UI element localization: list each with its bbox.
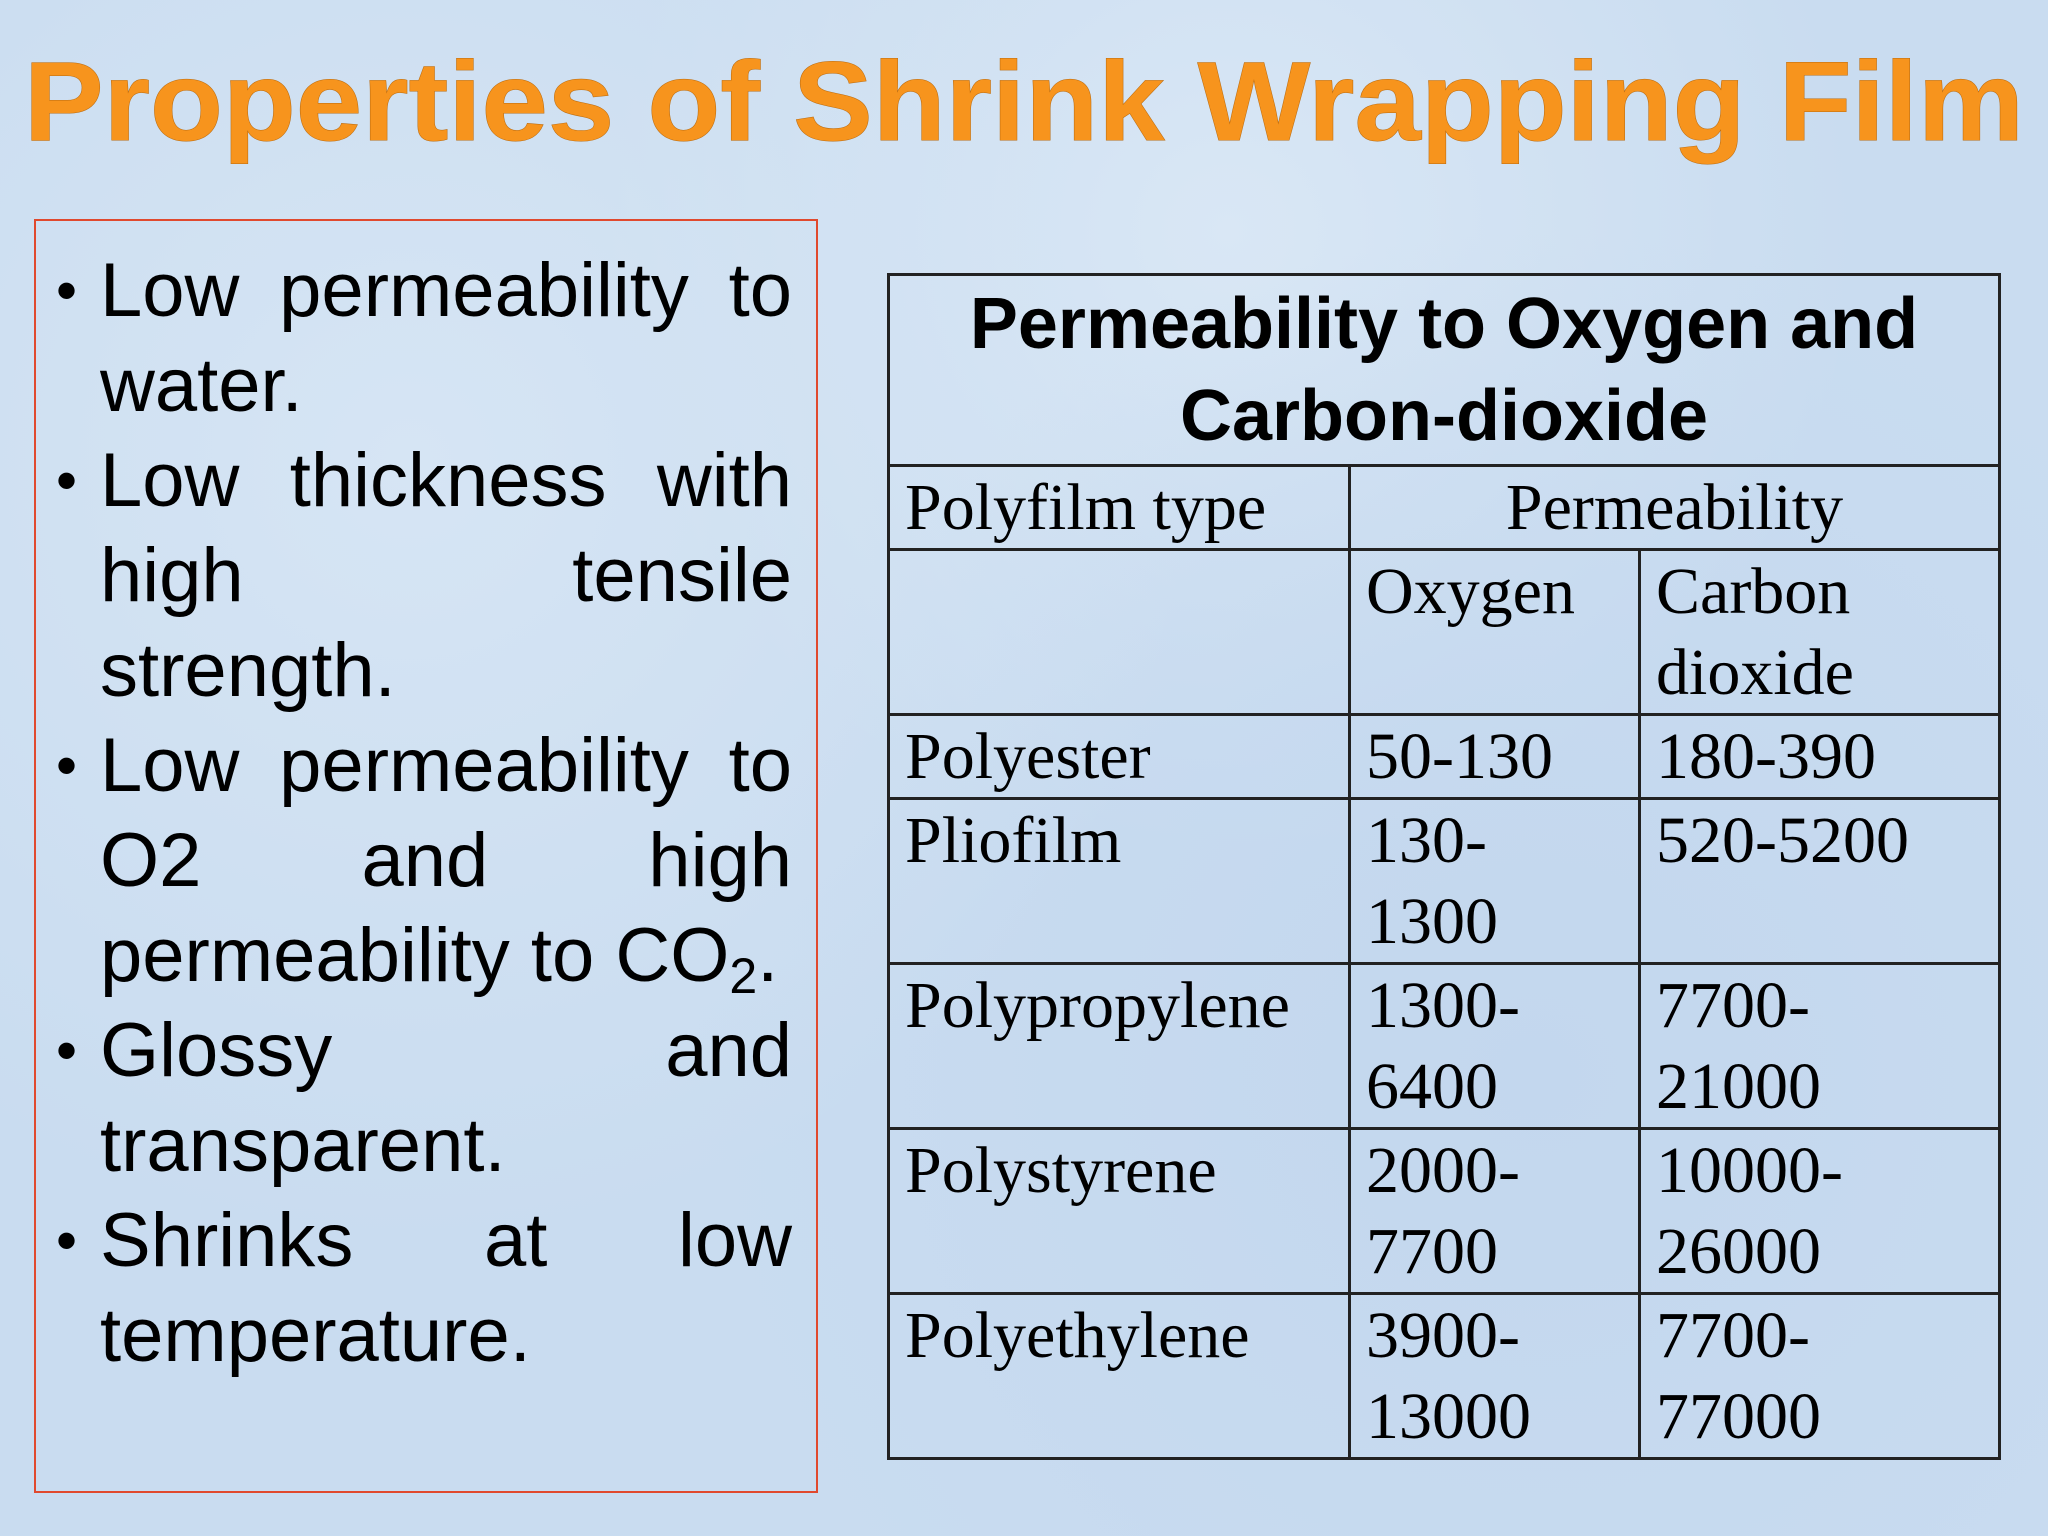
table-cell: 130- 1300	[1348, 797, 1641, 965]
table-cell: 3900- 13000	[1348, 1292, 1641, 1460]
table-cell: Polyethylene	[887, 1292, 1351, 1460]
header-cell: Polyfilm type	[887, 464, 1351, 551]
bullet-box: Low permeability to water.Low thickness …	[34, 219, 818, 1493]
table-cell: Polystyrene	[887, 1127, 1351, 1295]
table-cell: 1300- 6400	[1348, 962, 1641, 1130]
caption-row: Permeability to Oxygen and Carbon-dioxid…	[887, 273, 2001, 467]
bullet-text: Low permeability to water.	[100, 248, 792, 428]
data-row: Polypropylene 1300- 6400 7700- 21000	[887, 962, 2001, 1130]
subheader-cell: Oxygen	[1348, 548, 1641, 716]
bullet-item: Low thickness with high tensile strength…	[56, 433, 792, 718]
table-cell: 2000- 7700	[1348, 1127, 1641, 1295]
bullet-end: .	[757, 913, 779, 998]
bullet-item: Low permeability to O2 and high permeabi…	[56, 718, 792, 1003]
data-row: Polystyrene 2000- 7700 10000- 26000	[887, 1127, 2001, 1295]
table-cell: 10000- 26000	[1638, 1127, 2001, 1295]
permeability-table: Permeability to Oxygen and Carbon-dioxid…	[887, 273, 2001, 1460]
table-cell: 180-390	[1638, 713, 2001, 800]
header-row: Polyfilm type Permeability	[887, 464, 2001, 551]
bullet-list: Low permeability to water.Low thickness …	[56, 243, 792, 1383]
table-cell: Polyester	[887, 713, 1351, 800]
subheader-cell: Carbon dioxide	[1638, 548, 2001, 716]
table-cell: Polypropylene	[887, 962, 1351, 1130]
table-cell: 520-5200	[1638, 797, 2001, 965]
bullet-item: Shrinks at low temperature.	[56, 1193, 792, 1383]
table-cell: 7700- 21000	[1638, 962, 2001, 1130]
header-cell: Permeability	[1348, 464, 2001, 551]
bullet-text: Low permeability to O2 and high permeabi…	[100, 723, 792, 998]
bullet-text: Low thickness with high tensile strength…	[100, 438, 792, 713]
title-area: Properties of Shrink Wrapping Film	[24, 39, 2025, 165]
data-row: Polyester 50-130 180-390	[887, 713, 2001, 800]
data-row: Pliofilm 130- 1300 520-5200	[887, 797, 2001, 965]
bullet-item: Low permeability to water.	[56, 243, 792, 433]
subheader-row: Oxygen Carbon dioxide	[887, 548, 2001, 716]
data-row: Polyethylene 3900- 13000 7700- 77000	[887, 1292, 2001, 1460]
table-cell: 7700- 77000	[1638, 1292, 2001, 1460]
bullet-text: Shrinks at low temperature.	[100, 1198, 792, 1378]
empty-cell	[887, 548, 1351, 716]
bullet-item: Glossy and transparent.	[56, 1003, 792, 1193]
bullet-text: Glossy and transparent.	[100, 1008, 792, 1188]
table-caption: Permeability to Oxygen and Carbon-dioxid…	[887, 273, 2001, 467]
subscript: 2	[729, 948, 758, 1004]
slide-title: Properties of Shrink Wrapping Film	[24, 39, 2024, 164]
table-cell: Pliofilm	[887, 797, 1351, 965]
table-cell: 50-130	[1348, 713, 1641, 800]
